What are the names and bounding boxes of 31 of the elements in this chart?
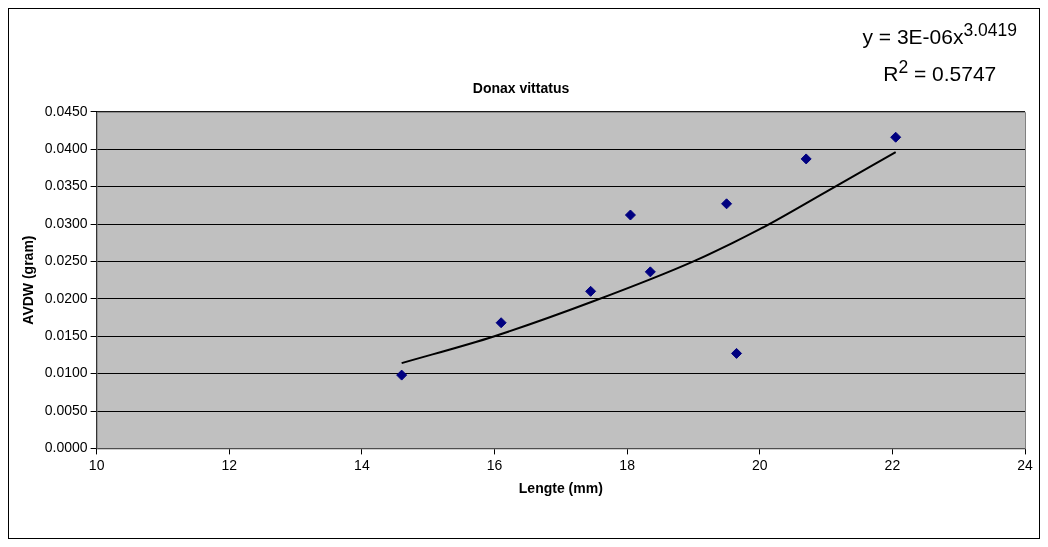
point xyxy=(396,369,408,381)
y-tick-label: 0.0000 xyxy=(44,439,88,456)
y-tick-label: 0.0050 xyxy=(44,401,88,418)
point xyxy=(585,285,597,297)
y-tick-label: 0.0250 xyxy=(44,252,88,269)
point xyxy=(495,317,507,329)
x-tick-label: 20 xyxy=(751,456,768,473)
point xyxy=(800,153,812,165)
y-tick-label: 0.0200 xyxy=(44,289,88,306)
y-axis-title: AVDW (gram) xyxy=(20,235,37,325)
y-tick-label: 0.0350 xyxy=(44,177,88,194)
y-tick-label: 0.0100 xyxy=(44,364,88,381)
chart-title: Donax vittatus xyxy=(472,80,570,97)
x-tick-label: 22 xyxy=(884,456,901,473)
x-tick-label: 12 xyxy=(221,456,238,473)
x-axis-title: Lengte (mm) xyxy=(518,480,603,497)
x-tick-label: 18 xyxy=(619,456,636,473)
y-tick-label: 0.0300 xyxy=(44,214,88,231)
x-tick-label: 10 xyxy=(88,456,105,473)
x-tick-label: 16 xyxy=(486,456,503,473)
point xyxy=(890,131,902,143)
x-tick-label: 14 xyxy=(354,456,370,473)
y-tick-label: 0.0400 xyxy=(44,140,88,157)
y-tick-label: 0.0150 xyxy=(44,327,88,344)
point xyxy=(731,347,743,359)
equation-note: y = 3E-06x$^{3.0419}$ R$^{2}$ = 0.5747 xyxy=(862,19,1017,87)
point xyxy=(624,209,636,221)
point xyxy=(721,198,733,210)
point xyxy=(644,266,656,278)
x-tick-label: 24 xyxy=(1017,456,1033,473)
y-tick-label: 0.0450 xyxy=(44,102,88,119)
